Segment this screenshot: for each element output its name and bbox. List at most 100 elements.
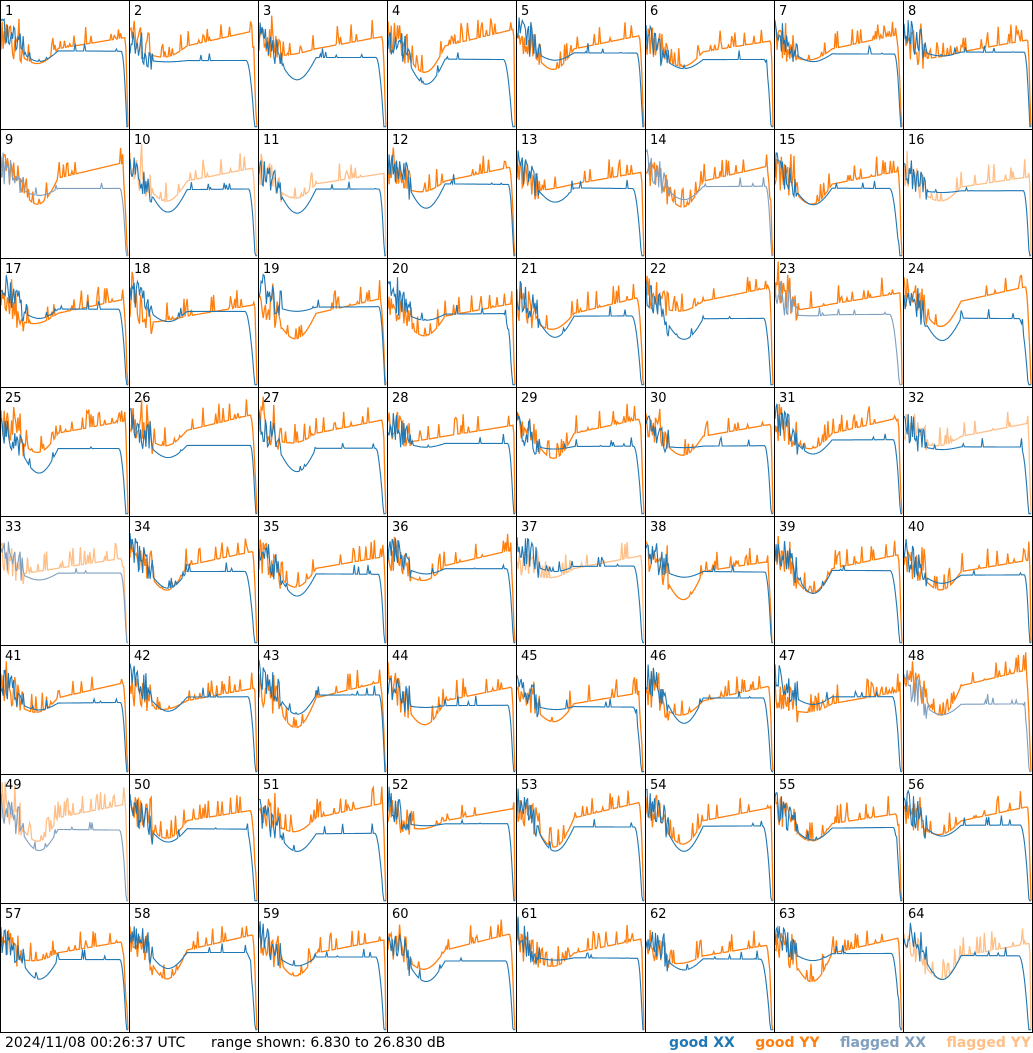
panel-57-good-xx-line <box>0 927 128 1031</box>
panel-21-good-xx-line <box>516 281 644 386</box>
panel-54-label: 54 <box>650 778 667 793</box>
panel-50-good-xx-line <box>129 793 257 902</box>
panel-4-good-yy-line <box>387 18 516 127</box>
panel-37-frame <box>516 516 646 646</box>
legend-flagged-yy: flagged YY <box>946 1035 1031 1051</box>
panel-64-frame <box>903 903 1033 1033</box>
panel-18-good-yy-line <box>129 271 258 385</box>
panel-41-label: 41 <box>5 649 22 664</box>
panel-55: 55 <box>774 774 904 904</box>
panel-51-good-yy-line <box>258 785 387 901</box>
timestamp-label: 2024/11/08 00:26:37 UTC <box>5 1035 186 1051</box>
panel-3-frame <box>258 0 388 130</box>
panel-11-label: 11 <box>263 133 280 148</box>
panel-17-good-xx-line <box>0 275 128 386</box>
panel-51: 51 <box>258 774 388 904</box>
panel-30-good-yy-line <box>645 408 774 514</box>
panel-7: 7 <box>774 0 904 130</box>
panel-32-flagged-yy-line <box>903 412 1032 514</box>
panel-23-good-yy-line <box>774 261 903 385</box>
panel-23-flagged-xx-line <box>774 281 902 386</box>
panel-48-flagged-xx-line <box>903 669 1031 773</box>
panel-44-good-yy-line <box>387 662 516 772</box>
panel-57-frame <box>0 903 130 1033</box>
panel-7-good-xx-line <box>774 20 902 128</box>
panel-32-frame <box>903 387 1033 517</box>
panel-63: 63 <box>774 903 904 1033</box>
panel-43-label: 43 <box>263 649 280 664</box>
panel-41-good-xx-line <box>0 669 128 773</box>
panel-64-label: 64 <box>908 907 925 922</box>
panel-57: 57 <box>0 903 130 1033</box>
panel-29-good-yy-line <box>516 403 645 514</box>
panel-16-label: 16 <box>908 133 925 148</box>
panel-29-label: 29 <box>521 391 538 406</box>
panel-8-good-xx-line <box>903 20 1031 128</box>
panel-42-good-xx-line <box>129 663 257 773</box>
panel-36-label: 36 <box>392 520 409 535</box>
panel-18-label: 18 <box>134 262 151 277</box>
panel-61-good-xx-line <box>516 916 644 1031</box>
panel-62-label: 62 <box>650 907 667 922</box>
panel-63-frame <box>774 903 904 1033</box>
panel-3-good-xx-line <box>258 22 386 128</box>
panel-6-good-xx-line <box>645 24 773 128</box>
panel-55-good-xx-line <box>774 792 902 902</box>
panel-29: 29 <box>516 387 646 517</box>
panel-36: 36 <box>387 516 517 646</box>
panel-7-frame <box>774 0 904 130</box>
panel-8-label: 8 <box>908 4 916 19</box>
panel-51-good-xx-line <box>258 798 386 902</box>
panel-40-frame <box>903 516 1033 646</box>
panel-53-good-xx-line <box>516 788 644 902</box>
range-label: range shown: 6.830 to 26.830 dB <box>211 1035 446 1051</box>
panel-19-good-yy-line <box>258 280 387 385</box>
panel-19-frame <box>258 258 388 388</box>
panel-16-flagged-yy-line <box>903 151 1032 256</box>
panel-62-good-yy-line <box>645 930 774 1030</box>
panel-58-label: 58 <box>134 907 151 922</box>
panel-16: 16 <box>903 129 1033 259</box>
panel-44-frame <box>387 645 517 775</box>
panel-56-good-xx-line <box>903 789 1031 902</box>
panel-25-label: 25 <box>5 391 22 406</box>
panel-43-good-xx-line <box>258 659 386 773</box>
panel-20-label: 20 <box>392 262 409 277</box>
legend-good-yy: good YY <box>755 1035 820 1051</box>
panel-35-frame <box>258 516 388 646</box>
panel-2-frame <box>129 0 259 130</box>
panel-44-label: 44 <box>392 649 409 664</box>
panel-61: 61 <box>516 903 646 1033</box>
panel-18: 18 <box>129 258 259 388</box>
panel-17-good-yy-line <box>0 279 129 385</box>
panel-34-label: 34 <box>134 520 151 535</box>
panel-32-good-xx-line <box>903 414 1031 515</box>
panel-14-label: 14 <box>650 133 667 148</box>
panel-36-frame <box>387 516 517 646</box>
panel-1-good-xx-line <box>0 18 128 128</box>
panel-59-frame <box>258 903 388 1033</box>
panel-51-frame <box>258 774 388 904</box>
panel-8-good-yy-line <box>903 23 1032 127</box>
panel-15: 15 <box>774 129 904 259</box>
panel-60-label: 60 <box>392 907 409 922</box>
panel-24-good-xx-line <box>903 288 1031 386</box>
panel-60-good-yy-line <box>387 919 516 1030</box>
panel-56-label: 56 <box>908 778 925 793</box>
panel-53-frame <box>516 774 646 904</box>
panel-2: 2 <box>129 0 259 130</box>
panel-19-label: 19 <box>263 262 280 277</box>
panel-2-label: 2 <box>134 4 142 19</box>
panel-40: 40 <box>903 516 1033 646</box>
panel-45-label: 45 <box>521 649 538 664</box>
panel-7-good-yy-line <box>774 21 903 127</box>
panel-31-good-yy-line <box>774 403 903 514</box>
panel-46-label: 46 <box>650 649 667 664</box>
panel-10: 10 <box>129 129 259 259</box>
panel-47-good-yy-line <box>774 673 903 772</box>
panel-22-good-xx-line <box>645 281 773 386</box>
panel-34-good-yy-line <box>129 538 258 643</box>
panel-49: 49 <box>0 774 130 904</box>
panel-26-good-xx-line <box>129 407 257 515</box>
panel-40-good-yy-line <box>903 541 1032 643</box>
